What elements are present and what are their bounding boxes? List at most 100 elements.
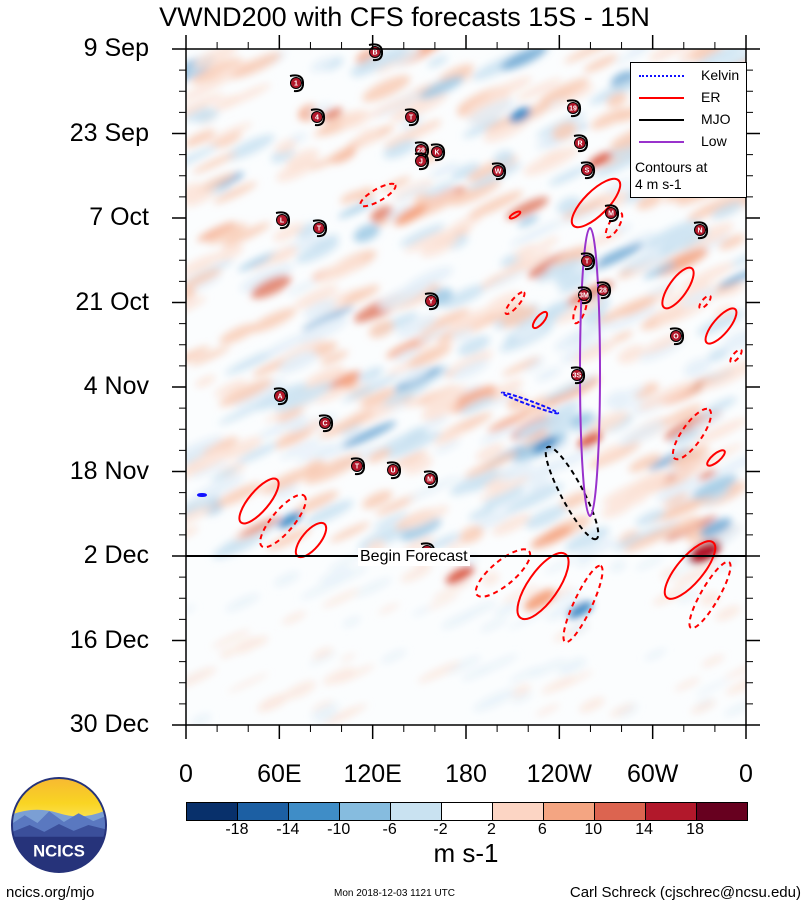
anomaly-patch	[191, 58, 243, 85]
storm-label: T	[409, 115, 414, 122]
legend-er-line	[639, 97, 684, 99]
y-tick-label: 16 Dec	[69, 625, 149, 654]
anomaly-patch	[723, 330, 746, 351]
anomaly-patch	[340, 190, 362, 204]
anomaly-patch	[554, 245, 593, 268]
anomaly-patch	[259, 692, 291, 708]
anomaly-patch	[652, 588, 686, 606]
tropical-cyclone-icon: O	[669, 327, 685, 346]
er-contour	[570, 177, 622, 229]
anomaly-patch	[196, 108, 220, 123]
er-contour	[508, 210, 522, 220]
colorbar-cell	[544, 803, 595, 820]
anomaly-patch	[665, 404, 703, 424]
anomaly-patch	[513, 413, 564, 439]
colorbar-cell	[391, 803, 442, 820]
anomaly-patch	[464, 451, 519, 478]
anomaly-patch	[368, 320, 395, 338]
anomaly-patch	[321, 589, 361, 608]
anomaly-patch	[662, 281, 713, 307]
anomaly-patch	[212, 531, 266, 559]
tropical-cyclone-icon: T	[580, 252, 596, 271]
anomaly-patch	[718, 234, 746, 250]
storm-label: 1	[294, 81, 298, 88]
anomaly-patch	[186, 346, 210, 369]
tropical-cyclone-icon: S	[580, 161, 596, 180]
anomaly-patch	[403, 455, 433, 475]
anomaly-patch	[224, 83, 271, 107]
anomaly-patch	[407, 475, 461, 501]
strong-anomaly	[577, 431, 603, 449]
colorbar-cell	[442, 803, 493, 820]
anomaly-patch	[485, 390, 520, 408]
anomaly-patch	[381, 176, 411, 192]
anomaly-patch	[541, 676, 575, 694]
footer-url[interactable]: ncics.org/mjo	[6, 884, 95, 901]
anomaly-patch	[399, 223, 445, 247]
anomaly-patch	[535, 703, 560, 717]
anomaly-patch	[186, 462, 206, 481]
anomaly-patch	[700, 592, 720, 606]
anomaly-patch	[468, 505, 496, 521]
anomaly-patch	[434, 440, 461, 454]
tropical-cyclone-icon: K	[430, 143, 446, 162]
colorbar-tick-label: -10	[327, 821, 351, 838]
anomaly-patch	[381, 649, 407, 663]
axis-ticks	[172, 35, 760, 739]
anomaly-patch	[342, 374, 400, 402]
anomaly-patch	[468, 190, 524, 219]
kelvin-contour	[500, 391, 560, 415]
tropical-cyclone-icon: M	[423, 470, 439, 489]
anomaly-patch	[493, 150, 514, 167]
storm-label: T	[317, 226, 322, 233]
anomaly-patch	[725, 674, 746, 695]
anomaly-patch	[670, 516, 701, 534]
anomaly-patch	[268, 246, 299, 264]
anomaly-patch	[320, 350, 349, 366]
colorbar-cell	[238, 803, 289, 820]
tropical-cyclone-icon: W	[491, 162, 507, 181]
anomaly-patch	[558, 278, 589, 294]
anomaly-patch	[484, 269, 527, 290]
anomaly-patch	[442, 284, 487, 309]
anomaly-patch	[289, 420, 309, 433]
anomaly-patch	[418, 308, 470, 335]
x-tick-label: 120E	[343, 760, 402, 788]
anomaly-patch	[336, 664, 375, 684]
anomaly-patch	[635, 509, 666, 526]
anomaly-patch	[467, 98, 516, 125]
anomaly-patch	[509, 666, 542, 683]
anomaly-patch	[211, 131, 242, 149]
er-contour	[706, 449, 726, 467]
storm-label: W	[495, 169, 502, 176]
anomaly-patch	[186, 667, 217, 688]
legend-er-label: ER	[701, 89, 721, 105]
anomaly-patch	[475, 443, 505, 461]
storm-label: M	[427, 477, 433, 484]
anomaly-patch	[687, 195, 738, 221]
anomaly-patch	[643, 262, 677, 279]
anomaly-patch	[464, 91, 511, 118]
colorbar-tick-label: 18	[686, 821, 704, 838]
x-tick-label: 0	[739, 760, 753, 788]
anomaly-patch	[634, 382, 659, 399]
er-contour	[661, 266, 695, 310]
anomaly-patch	[340, 109, 370, 129]
er-contour	[663, 540, 717, 600]
y-tick-label: 4 Nov	[83, 372, 149, 400]
anomaly-patch	[274, 382, 333, 413]
footer-author: Carl Schreck (cjschrec@ncsu.edu)	[569, 884, 801, 901]
tropical-cyclone-icon: 3M	[577, 286, 593, 305]
anomaly-patch	[612, 526, 663, 551]
anomaly-patch	[498, 461, 534, 482]
anomaly-patch	[450, 468, 500, 496]
anomaly-patch	[389, 92, 448, 122]
anomaly-patch	[590, 107, 630, 130]
anomaly-patch	[297, 316, 349, 344]
anomaly-patch	[425, 532, 461, 551]
storm-label: T	[355, 464, 360, 471]
colorbar-cell	[187, 803, 238, 820]
anomaly-patch	[308, 651, 337, 666]
mjo-contour	[544, 445, 600, 541]
anomaly-patch	[644, 219, 701, 248]
